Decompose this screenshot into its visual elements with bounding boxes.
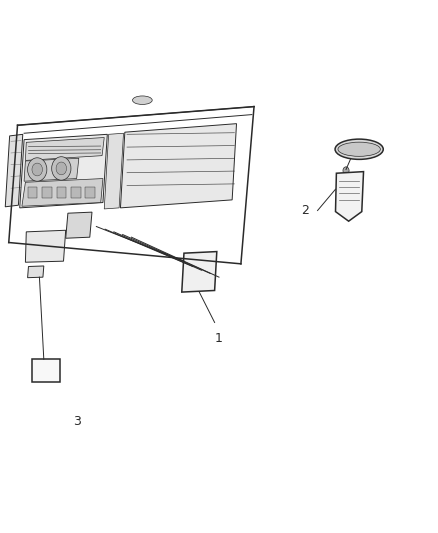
Bar <box>32 359 60 382</box>
Polygon shape <box>66 212 92 238</box>
Circle shape <box>52 157 71 180</box>
Circle shape <box>343 167 349 174</box>
Bar <box>71 187 81 198</box>
Polygon shape <box>104 133 124 209</box>
Ellipse shape <box>132 96 152 104</box>
Polygon shape <box>20 134 107 208</box>
Polygon shape <box>25 138 104 160</box>
Bar <box>57 187 66 198</box>
Polygon shape <box>5 134 23 207</box>
Text: 1: 1 <box>215 332 223 345</box>
Ellipse shape <box>335 139 383 159</box>
Polygon shape <box>25 230 66 262</box>
Polygon shape <box>28 266 44 278</box>
Polygon shape <box>120 124 237 208</box>
Ellipse shape <box>338 142 380 156</box>
Text: 2: 2 <box>301 204 309 217</box>
Circle shape <box>56 162 67 175</box>
Bar <box>28 187 37 198</box>
Circle shape <box>28 158 47 181</box>
Circle shape <box>32 163 42 176</box>
Polygon shape <box>22 179 103 206</box>
Polygon shape <box>182 252 217 292</box>
Bar <box>42 187 52 198</box>
Text: 3: 3 <box>73 415 81 427</box>
Polygon shape <box>336 172 364 221</box>
Bar <box>85 187 95 198</box>
Polygon shape <box>24 158 79 181</box>
